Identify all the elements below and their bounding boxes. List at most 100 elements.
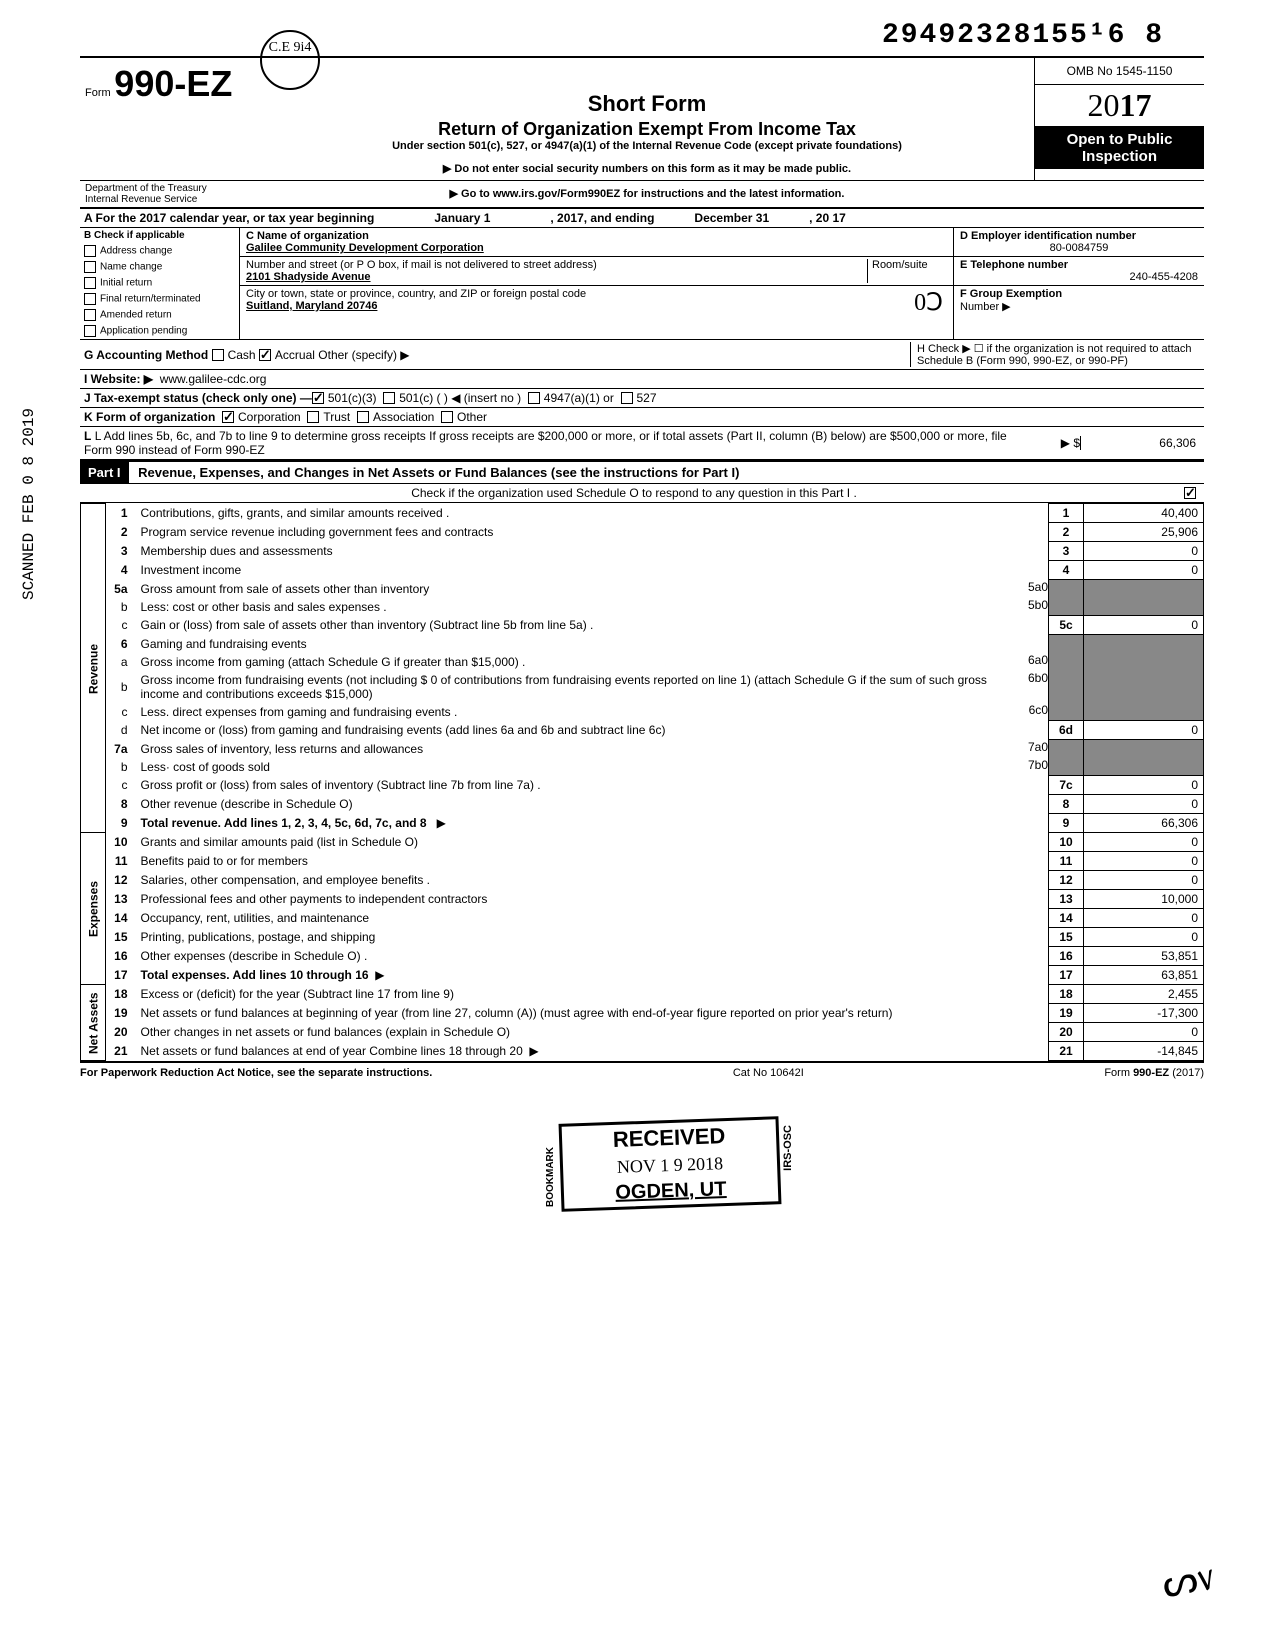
line-6d-val: 0 — [1084, 721, 1204, 740]
line-17-desc: Total expenses. Add lines 10 through 16 — [141, 968, 369, 982]
page-footer: For Paperwork Reduction Act Notice, see … — [80, 1061, 1204, 1079]
chk-amended-label: Amended return — [100, 310, 172, 321]
netassets-section-label: Net Assets — [81, 985, 106, 1061]
chk-501c[interactable] — [383, 392, 395, 404]
line-6-num: 6 — [106, 635, 136, 653]
line-17-arrow: ▶ — [375, 968, 384, 982]
chk-schedule-o[interactable] — [1184, 487, 1196, 499]
other-label: Other (specify) ▶ — [318, 348, 409, 362]
line-g: G Accounting Method Cash Accrual Other (… — [80, 340, 1204, 370]
line-6a-box: 6a — [1028, 653, 1041, 671]
accrual-label: Accrual — [275, 348, 315, 362]
line-14-col: 14 — [1049, 909, 1084, 928]
line-j-label: J Tax-exempt status (check only one) — — [84, 391, 312, 405]
chk-name[interactable]: Name change — [80, 259, 239, 275]
line-5c-val: 0 — [1084, 616, 1204, 635]
line-20-val: 0 — [1084, 1023, 1204, 1042]
form-note1: ▶ Do not enter social security numbers o… — [270, 162, 1024, 175]
group-exempt-label: F Group Exemption — [960, 288, 1062, 300]
line-10-col: 10 — [1049, 833, 1084, 852]
line-15-col: 15 — [1049, 928, 1084, 947]
line-18-val: 2,455 — [1084, 985, 1204, 1004]
form-prefix: Form — [85, 87, 111, 99]
city-label: City or town, state or province, country… — [246, 288, 947, 300]
line-2-num: 2 — [106, 523, 136, 542]
chk-initial[interactable]: Initial return — [80, 275, 239, 291]
line-6c-desc: Less. direct expenses from gaming and fu… — [136, 703, 1029, 721]
chk-amended[interactable]: Amended return — [80, 307, 239, 323]
footer-mid: Cat No 10642I — [733, 1067, 804, 1079]
line-8-val: 0 — [1084, 795, 1204, 814]
line-4-desc: Investment income — [136, 561, 1049, 580]
line-7c-col: 7c — [1049, 776, 1084, 795]
line-8-num: 8 — [106, 795, 136, 814]
line-a-suffix: , 20 17 — [809, 211, 846, 225]
line-11-num: 11 — [106, 852, 136, 871]
line-h: H Check ▶ ☐ if the organization is not r… — [910, 342, 1200, 367]
chk-501c3[interactable] — [312, 392, 324, 404]
line-l-arrow: ▶ $ — [1030, 436, 1080, 450]
line-16-val: 53,851 — [1084, 947, 1204, 966]
chk-accrual[interactable] — [259, 349, 271, 361]
501c-label: 501(c) ( ) ◀ (insert no ) — [399, 391, 521, 405]
expenses-section-label: Expenses — [81, 833, 106, 985]
org-name: Galilee Community Development Corporatio… — [246, 242, 947, 254]
part-1-title: Revenue, Expenses, and Changes in Net As… — [132, 462, 745, 483]
line-21-arrow: ▶ — [529, 1044, 538, 1058]
cash-label: Cash — [228, 348, 256, 362]
line-g-label: G Accounting Method — [84, 348, 208, 362]
line-7a-desc: Gross sales of inventory, less returns a… — [136, 740, 1028, 758]
line-5b-num: b — [106, 598, 136, 616]
website-label: I Website: ▶ — [84, 372, 153, 386]
line-13-desc: Professional fees and other payments to … — [136, 890, 1049, 909]
line-7c-val: 0 — [1084, 776, 1204, 795]
line-17-num: 17 — [106, 966, 136, 985]
line-5b-box: 5b — [1028, 598, 1041, 616]
line-6a-desc: Gross income from gaming (attach Schedul… — [136, 653, 1028, 671]
line-8-col: 8 — [1049, 795, 1084, 814]
line-6c-num: c — [106, 703, 136, 721]
city-value: Suitland, Maryland 20746 — [246, 300, 947, 312]
assoc-label: Association — [373, 410, 434, 424]
line-a: A For the 2017 calendar year, or tax yea… — [80, 209, 1204, 228]
line-l-text: L Add lines 5b, 6c, and 7b to line 9 to … — [84, 429, 1007, 457]
line-19-num: 19 — [106, 1004, 136, 1023]
handwritten-mark: 0Ↄ — [914, 288, 943, 317]
year-prefix: 20 — [1088, 87, 1120, 123]
line-7c-num: c — [106, 776, 136, 795]
line-7a-bv: 0 — [1041, 740, 1048, 758]
chk-pending[interactable]: Application pending — [80, 323, 239, 339]
irs-osc-stamp: IRS-OSC — [782, 1125, 794, 1171]
chk-corp[interactable] — [222, 411, 234, 423]
chk-527[interactable] — [621, 392, 633, 404]
line-1-desc: Contributions, gifts, grants, and simila… — [136, 504, 1049, 523]
chk-4947[interactable] — [528, 392, 540, 404]
line-4-col: 4 — [1049, 561, 1084, 580]
part-1-header: Part I Revenue, Expenses, and Changes in… — [80, 460, 1204, 484]
4947-label: 4947(a)(1) or — [544, 391, 614, 405]
chk-trust[interactable] — [307, 411, 319, 423]
line-3-num: 3 — [106, 542, 136, 561]
line-6d-desc: Net income or (loss) from gaming and fun… — [136, 721, 1049, 740]
line-1-val: 40,400 — [1084, 504, 1204, 523]
dept-row: Department of the Treasury Internal Reve… — [80, 181, 1204, 209]
received-stamp: RECEIVED NOV 1 9 2018 OGDEN, UT — [559, 1116, 782, 1212]
line-12-col: 12 — [1049, 871, 1084, 890]
line-13-num: 13 — [106, 890, 136, 909]
form-title: Return of Organization Exempt From Incom… — [270, 119, 1024, 140]
footer-left: For Paperwork Reduction Act Notice, see … — [80, 1067, 432, 1079]
col-d: D Employer identification number 80-0084… — [954, 228, 1204, 339]
line-a-prefix: A For the 2017 calendar year, or tax yea… — [84, 211, 374, 225]
line-8-desc: Other revenue (describe in Schedule O) — [136, 795, 1049, 814]
form-number: 990-EZ — [114, 63, 232, 104]
line-7b-num: b — [106, 758, 136, 776]
ein-label: D Employer identification number — [960, 230, 1198, 242]
chk-final[interactable]: Final return/terminated — [80, 291, 239, 307]
line-11-col: 11 — [1049, 852, 1084, 871]
chk-cash[interactable] — [212, 349, 224, 361]
chk-assoc[interactable] — [357, 411, 369, 423]
chk-other[interactable] — [441, 411, 453, 423]
chk-address[interactable]: Address change — [80, 243, 239, 259]
line-18-desc: Excess or (deficit) for the year (Subtra… — [136, 985, 1049, 1004]
short-form-label: Short Form — [270, 91, 1024, 117]
